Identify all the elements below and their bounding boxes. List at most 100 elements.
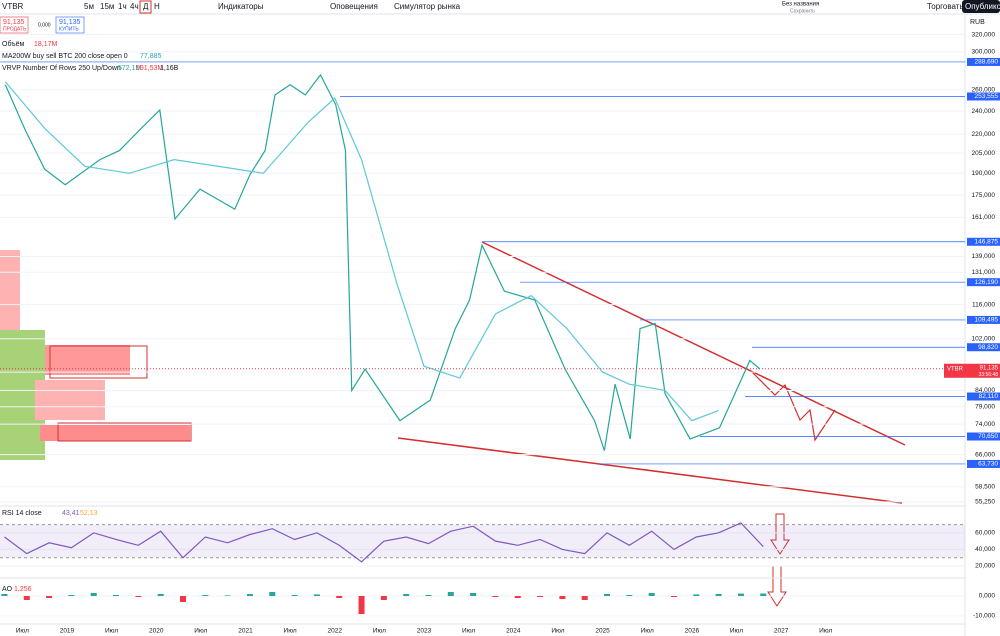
volume-profile — [0, 250, 190, 460]
trade-button[interactable]: Торговать — [927, 2, 964, 11]
ao-bar — [626, 595, 633, 596]
indicators-button[interactable]: Индикаторы — [218, 2, 264, 11]
ma-legend: MA200W buy sell BTC 200 close open 0 — [2, 53, 128, 60]
layout-name[interactable]: Без названия — [782, 2, 819, 8]
trendline — [397, 437, 903, 504]
ao-bar — [470, 593, 477, 596]
x-tick-label: 2025 — [595, 628, 610, 635]
level-label: 288,690 — [975, 59, 999, 66]
interval[interactable]: 5м — [84, 2, 94, 11]
y-tick-label: 175,000 — [972, 192, 996, 199]
series-line — [4, 81, 719, 422]
interval-highlight — [139, 0, 152, 14]
interval[interactable]: 4ч — [130, 2, 139, 11]
level-label: 63,730 — [978, 461, 998, 468]
ao-bar — [90, 593, 97, 596]
ao-bar — [403, 594, 410, 596]
spread: 0,000 — [38, 22, 51, 28]
toolbar — [0, 0, 1000, 14]
y-tick-label: 131,000 — [972, 269, 996, 276]
ao-bar — [604, 594, 611, 596]
ao-bar — [648, 593, 655, 596]
ao-bar — [425, 595, 432, 596]
currency: RUB — [970, 19, 985, 26]
y-tick-label: 139,000 — [972, 253, 996, 260]
ao-bar — [157, 594, 164, 596]
replay-button[interactable]: Симулятор рынка — [394, 2, 461, 11]
alerts-button[interactable]: Оповещения — [330, 2, 378, 11]
layout-status: Сохранить — [790, 8, 815, 14]
interval[interactable]: Н — [154, 2, 160, 11]
y-tick-label: 320,000 — [972, 31, 996, 38]
buy-label: КУПИТЬ — [59, 26, 79, 32]
y-tick-label: 205,000 — [972, 150, 996, 157]
vp-down — [40, 425, 190, 441]
rsi-band — [0, 524, 965, 558]
pane: 0,000 -10,000 Июл 2019 Июл 2020 Июл 2021 Июл 2022… — [0, 592, 995, 635]
level-tag — [967, 432, 1000, 441]
y-tick-label: 0,000 — [979, 593, 996, 600]
publish-button-bg[interactable] — [962, 0, 1000, 13]
pane: 320,000 300,000 260,000 240,000 220,000 205,0… — [0, 31, 1000, 506]
publish-button[interactable]: Опубликовать — [965, 2, 1000, 11]
y-tick-label: -10,000 — [973, 613, 995, 620]
sell-label: ПРОДАТЬ — [3, 26, 27, 32]
price-tag — [944, 363, 1000, 378]
interval[interactable]: 1ч — [118, 2, 127, 11]
price-tag-countdown: 33:56:48 — [979, 372, 999, 378]
y-tick-label: 190,000 — [972, 170, 996, 177]
ao-bar — [693, 594, 700, 596]
ao-bar — [1, 594, 8, 596]
sell-price: 91,135 — [3, 19, 25, 26]
vrvp-up: 572,1M — [118, 65, 142, 72]
price-tag-price: 91,135 — [980, 365, 999, 371]
buy-button[interactable] — [55, 16, 85, 34]
level-tag — [967, 315, 1000, 324]
level-label: 146,875 — [975, 238, 999, 245]
ao-bar — [514, 596, 521, 598]
volume-legend: Объём — [2, 40, 24, 48]
level-label: 109,495 — [975, 317, 999, 324]
level-label: 82,110 — [979, 393, 999, 400]
ao-bar — [68, 595, 75, 596]
level-tag — [967, 278, 1000, 287]
vp-down — [0, 250, 20, 330]
ao-bar — [537, 596, 544, 597]
x-tick-label: Июл — [105, 628, 118, 635]
ao-bar — [760, 593, 767, 596]
y-tick-label: 102,000 — [972, 336, 996, 343]
level-tag — [967, 459, 1000, 468]
symbol[interactable]: VTBR — [2, 2, 24, 11]
x-tick-label: Июл — [16, 628, 29, 635]
ao-bar — [358, 596, 365, 614]
sell-button[interactable] — [0, 16, 29, 34]
rsi-legend: RSI 14 close — [2, 510, 42, 517]
level-label: 98,820 — [978, 344, 998, 351]
vp-down — [35, 380, 105, 420]
x-tick-label: Июл — [373, 628, 386, 635]
interval[interactable]: 15м — [100, 2, 114, 11]
x-tick-label: Июл — [641, 628, 654, 635]
x-tick-label: Июл — [284, 628, 297, 635]
x-tick-label: 2024 — [506, 628, 521, 635]
y-tick-label: 161,000 — [972, 214, 996, 221]
interval[interactable]: Д — [143, 2, 149, 11]
level-label: 70,650 — [978, 433, 998, 440]
x-tick-label: Июл — [819, 628, 832, 635]
ao-bar — [224, 595, 231, 596]
ao-bar — [23, 596, 30, 600]
y-tick-label: 116,000 — [972, 301, 995, 308]
buy-price: 91,135 — [59, 19, 81, 26]
ao-bar — [291, 595, 298, 596]
ao-bar — [135, 596, 142, 597]
ao-bar — [670, 596, 677, 597]
ma-value: 77,885 — [140, 53, 162, 60]
ao-bar — [180, 596, 187, 602]
ao-bar — [313, 594, 320, 596]
x-tick-label: 2021 — [238, 628, 253, 635]
x-tick-label: 2019 — [60, 628, 75, 635]
rsi-ma-value: 52,13 — [80, 510, 98, 517]
pane: 60,000 40,000 20,000 — [0, 522, 995, 570]
